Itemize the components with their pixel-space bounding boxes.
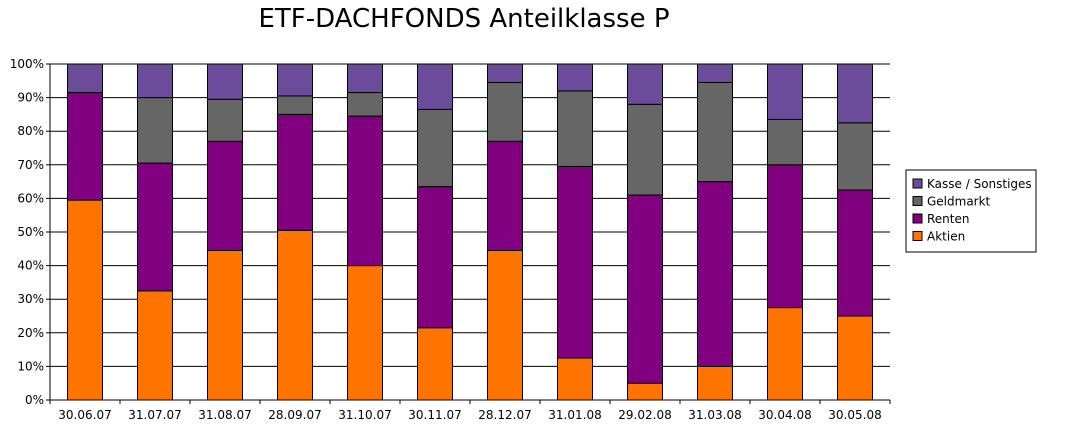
x-tick-label: 31.10.07: [338, 408, 391, 422]
bars: [67, 63, 873, 401]
bar-renten: [697, 181, 733, 367]
x-tick-label: 31.01.08: [548, 408, 601, 422]
bar-kasse-sonstiges: [697, 63, 733, 83]
x-tick-label: 30.04.08: [758, 408, 811, 422]
x-tick-label: 28.12.07: [478, 408, 531, 422]
bar-geldmarkt: [837, 122, 873, 191]
bar-aktien: [837, 315, 873, 401]
bar-aktien: [697, 365, 733, 401]
legend-swatch: [912, 213, 923, 224]
bar-geldmarkt: [207, 98, 243, 142]
y-tick-label: 80%: [17, 124, 44, 138]
y-tick-label: 0%: [25, 393, 44, 407]
bar-kasse-sonstiges: [837, 63, 873, 124]
chart-title: ETF-DACHFONDS Anteilklasse P: [258, 4, 670, 34]
bar-renten: [347, 115, 383, 267]
x-tick-label: 28.09.07: [268, 408, 321, 422]
x-tick-label: 29.02.08: [618, 408, 671, 422]
bar-kasse-sonstiges: [627, 63, 663, 105]
legend-label: Renten: [927, 212, 969, 226]
bar-aktien: [347, 265, 383, 401]
y-tick-label: 50%: [17, 225, 44, 239]
y-tick-label: 20%: [17, 326, 44, 340]
legend-box: [905, 169, 1037, 253]
bar-aktien: [487, 249, 523, 401]
axes: 0% 10% 20% 30% 40% 50% 60% 70% 80% 90% 100% 30.06.0…: [10, 57, 891, 422]
y-tick-label: 100%: [10, 57, 44, 71]
bar-aktien: [137, 290, 173, 401]
bar-aktien: [207, 249, 243, 401]
bar-geldmarkt: [767, 118, 803, 166]
x-tick-label: 31.03.08: [688, 408, 741, 422]
bar-kasse-sonstiges: [347, 63, 383, 94]
bar-renten: [277, 113, 313, 231]
bar-kasse-sonstiges: [417, 63, 453, 110]
bar-renten: [767, 164, 803, 309]
bar-renten: [557, 165, 593, 359]
x-tick-label: 31.08.07: [198, 408, 251, 422]
y-tick-label: 10%: [17, 359, 44, 373]
bar-geldmarkt: [277, 95, 313, 115]
bar-aktien: [277, 229, 313, 401]
bar-renten: [837, 189, 873, 317]
bar-aktien: [767, 307, 803, 401]
bar-renten: [487, 140, 523, 251]
bar-renten: [137, 162, 173, 292]
y-tick-label: 60%: [17, 191, 44, 205]
y-tick-label: 90%: [17, 91, 44, 105]
legend-swatch: [912, 231, 923, 241]
legend-label: Kasse / Sonstiges: [927, 177, 1032, 191]
bar-aktien: [67, 199, 103, 401]
y-tick-label: 40%: [17, 259, 44, 273]
bar-renten: [627, 194, 663, 384]
bar-kasse-sonstiges: [487, 63, 523, 83]
x-tick-label: 30.11.07: [408, 408, 461, 422]
bar-kasse-sonstiges: [207, 63, 243, 100]
bar-aktien: [627, 382, 663, 401]
bar-renten: [67, 92, 103, 201]
y-tick-label: 30%: [17, 292, 44, 306]
x-tick-label: 31.07.07: [128, 408, 181, 422]
bar-renten: [417, 186, 453, 329]
x-tick-label: 30.05.08: [828, 408, 881, 422]
bar-geldmarkt: [487, 81, 523, 142]
bar-geldmarkt: [417, 108, 453, 188]
bar-aktien: [417, 327, 453, 401]
bar-geldmarkt: [557, 90, 593, 167]
bar-geldmarkt: [137, 97, 173, 164]
legend-label: Geldmarkt: [927, 195, 991, 209]
legend-swatch: [912, 178, 923, 189]
bar-kasse-sonstiges: [557, 63, 593, 92]
gridlines: [50, 63, 890, 401]
bar-kasse-sonstiges: [277, 63, 313, 97]
y-tick-label: 70%: [17, 158, 44, 172]
bar-geldmarkt: [697, 81, 733, 183]
bar-renten: [207, 140, 243, 251]
bar-kasse-sonstiges: [67, 63, 103, 94]
bar-geldmarkt: [627, 103, 663, 196]
bar-geldmarkt: [347, 92, 383, 117]
x-tick-label: 30.06.07: [58, 408, 111, 422]
legend: Kasse / Sonstiges Geldmarkt Renten Aktien: [905, 169, 1037, 253]
legend-label: Aktien: [927, 230, 965, 244]
bar-kasse-sonstiges: [137, 63, 173, 99]
bar-aktien: [557, 357, 593, 401]
legend-swatch: [912, 196, 923, 206]
bar-kasse-sonstiges: [767, 63, 803, 120]
